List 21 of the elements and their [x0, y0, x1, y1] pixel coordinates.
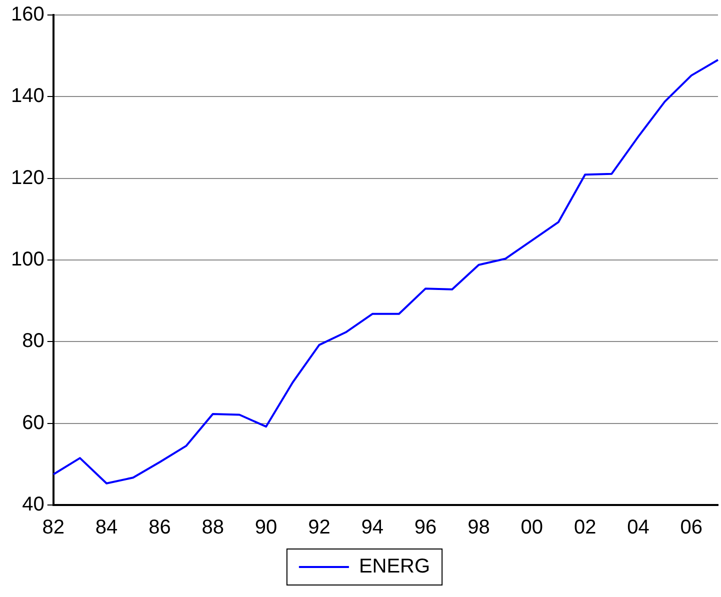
y-tick-label: 160 [10, 4, 44, 26]
y-tick-label: 140 [10, 85, 44, 108]
x-tick-label: 92 [308, 516, 330, 539]
legend-label: ENERG [358, 556, 430, 578]
x-tick-label: 06 [680, 516, 703, 539]
y-tick-label: 120 [10, 166, 44, 189]
x-tick-label: 90 [254, 516, 278, 539]
x-tick-label: 96 [414, 516, 437, 539]
x-tick-label: 88 [202, 516, 224, 539]
y-tick-label: 40 [22, 494, 44, 516]
x-tick-label: 00 [520, 516, 544, 539]
x-tick-label: 86 [148, 516, 171, 539]
x-tick-label: 94 [361, 516, 384, 539]
y-tick-label: 100 [10, 248, 44, 271]
x-tick-label: 82 [42, 516, 64, 539]
x-tick-label: 98 [468, 516, 490, 539]
y-tick-label: 60 [22, 412, 44, 434]
x-tick-label: 04 [627, 516, 650, 539]
x-tick-label: 02 [574, 516, 596, 539]
x-tick-label: 84 [95, 516, 118, 539]
y-tick-label: 80 [22, 330, 44, 352]
